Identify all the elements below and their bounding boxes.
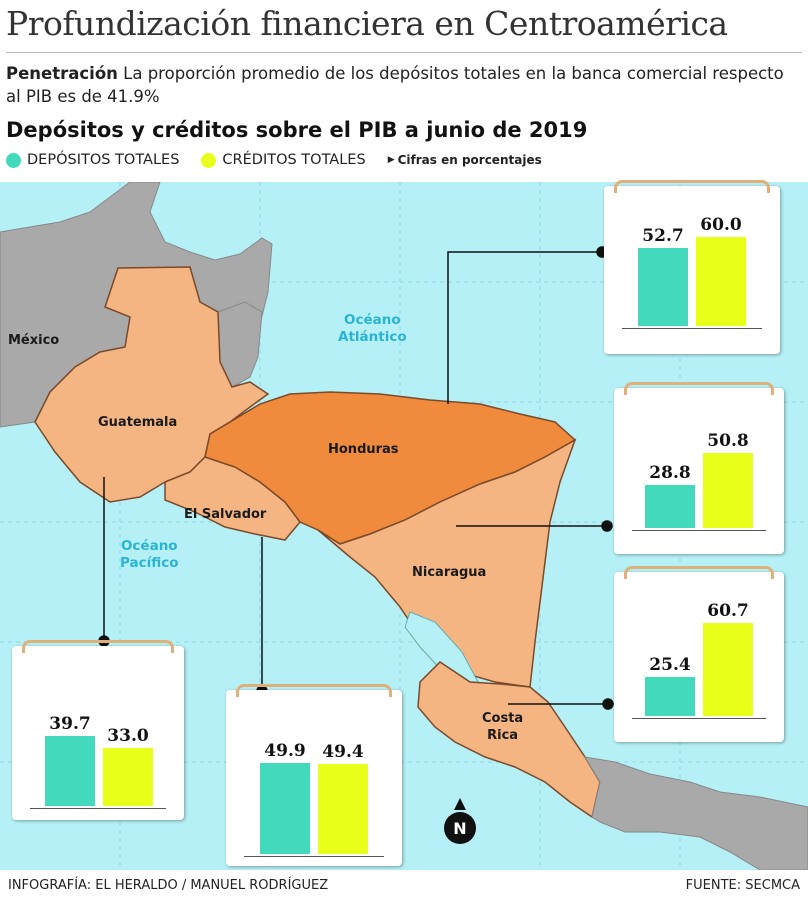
card-el-salvador: 49.9 49.4 bbox=[226, 684, 402, 866]
label-costa-rica-line2: Rica bbox=[487, 728, 519, 743]
plot-area: 25.4 60.7 bbox=[632, 590, 766, 716]
plot-area: 49.9 49.4 bbox=[246, 710, 382, 854]
title-divider bbox=[6, 52, 802, 53]
label-costa-rica-line1: Costa bbox=[482, 711, 524, 726]
deposits-bar-guatemala bbox=[45, 736, 95, 806]
panama-land bbox=[584, 756, 808, 870]
card-tab bbox=[614, 180, 770, 193]
card-tab bbox=[236, 684, 392, 697]
subtitle: Penetración La proporción promedio de lo… bbox=[6, 62, 796, 108]
label-atlantic-line2: Atlántico bbox=[338, 329, 407, 345]
legend-deposits: DEPÓSITOS TOTALES bbox=[6, 152, 179, 168]
credits-value-costa-rica: 60.7 bbox=[707, 601, 749, 621]
credits-swatch bbox=[201, 152, 217, 168]
card-guatemala: 39.7 33.0 bbox=[12, 640, 184, 820]
credits-bar-nicaragua bbox=[703, 453, 753, 528]
subtitle-text: La proporción promedio de los depósitos … bbox=[6, 64, 784, 106]
label-atlantic-line1: Océano bbox=[343, 312, 401, 328]
baseline bbox=[622, 328, 762, 329]
costa-rica-leader-dot bbox=[602, 698, 614, 710]
deposits-value-guatemala: 39.7 bbox=[49, 714, 91, 734]
credits-bar-el-salvador bbox=[318, 764, 368, 854]
units-note: ▶ Cifras en porcentajes bbox=[388, 153, 542, 167]
label-el-salvador: El Salvador bbox=[184, 507, 267, 522]
deposits-value-el-salvador: 49.9 bbox=[264, 741, 306, 761]
plot-area: 28.8 50.8 bbox=[632, 406, 766, 528]
card-tab bbox=[624, 382, 774, 395]
card-costa-rica: 25.4 60.7 bbox=[614, 566, 784, 742]
footer-credit: INFOGRAFÍA: EL HERALDO / MANUEL RODRÍGUE… bbox=[8, 878, 329, 893]
card-tab bbox=[624, 566, 774, 579]
label-pacific-ocean: Océano Pacífico bbox=[120, 538, 179, 572]
label-pacific-line1: Océano bbox=[120, 538, 178, 554]
nicaragua-leader-dot bbox=[601, 520, 613, 532]
honduras-leader bbox=[447, 251, 598, 404]
label-mexico: México bbox=[8, 333, 60, 348]
deposits-bar-nicaragua bbox=[645, 485, 695, 528]
deposits-bar-honduras bbox=[638, 248, 688, 326]
plot-area: 52.7 60.0 bbox=[622, 204, 762, 326]
triangle-right-icon: ▶ bbox=[387, 155, 395, 165]
credits-value-honduras: 60.0 bbox=[700, 215, 742, 235]
card-nicaragua: 28.8 50.8 bbox=[614, 382, 784, 554]
deposits-bar-el-salvador bbox=[260, 763, 310, 854]
credits-bar-costa-rica bbox=[703, 623, 753, 716]
deposits-swatch bbox=[6, 152, 21, 168]
compass-letter: N bbox=[453, 819, 466, 838]
north-compass-icon: N bbox=[444, 798, 476, 844]
deposits-value-costa-rica: 25.4 bbox=[649, 655, 691, 675]
legend-credits: CRÉDITOS TOTALES bbox=[201, 152, 366, 168]
credits-value-nicaragua: 50.8 bbox=[707, 431, 749, 451]
deposits-value-nicaragua: 28.8 bbox=[649, 463, 691, 483]
deposits-value-honduras: 52.7 bbox=[642, 226, 684, 246]
baseline bbox=[30, 808, 166, 809]
card-tab bbox=[22, 640, 174, 653]
label-costa-rica: Costa Rica bbox=[482, 710, 523, 744]
baseline bbox=[632, 530, 766, 531]
label-guatemala: Guatemala bbox=[98, 415, 178, 430]
legend: DEPÓSITOS TOTALES CRÉDITOS TOTALES ▶ Cif… bbox=[6, 152, 542, 168]
baseline bbox=[632, 718, 766, 719]
credits-value-el-salvador: 49.4 bbox=[322, 742, 364, 762]
credits-value-guatemala: 33.0 bbox=[107, 726, 149, 746]
page-title: Profundización financiera en Centroaméri… bbox=[6, 4, 728, 43]
subtitle-lead: Penetración bbox=[6, 64, 118, 83]
credits-bar-guatemala bbox=[103, 748, 153, 806]
deposits-bar-costa-rica bbox=[645, 677, 695, 716]
label-pacific-line2: Pacífico bbox=[120, 555, 179, 571]
credits-bar-honduras bbox=[696, 237, 746, 326]
plot-area: 39.7 33.0 bbox=[32, 666, 166, 806]
label-nicaragua: Nicaragua bbox=[412, 565, 487, 580]
legend-credits-label: CRÉDITOS TOTALES bbox=[222, 152, 366, 168]
card-honduras: 52.7 60.0 bbox=[604, 180, 780, 354]
label-atlantic-ocean: Océano Atlántico bbox=[338, 312, 407, 346]
chart-heading: Depósitos y créditos sobre el PIB a juni… bbox=[6, 118, 588, 142]
label-honduras: Honduras bbox=[328, 442, 399, 457]
footer-source: FUENTE: SECMCA bbox=[685, 878, 800, 893]
units-note-text: Cifras en porcentajes bbox=[397, 153, 542, 167]
legend-deposits-label: DEPÓSITOS TOTALES bbox=[27, 152, 180, 168]
baseline bbox=[244, 856, 384, 857]
